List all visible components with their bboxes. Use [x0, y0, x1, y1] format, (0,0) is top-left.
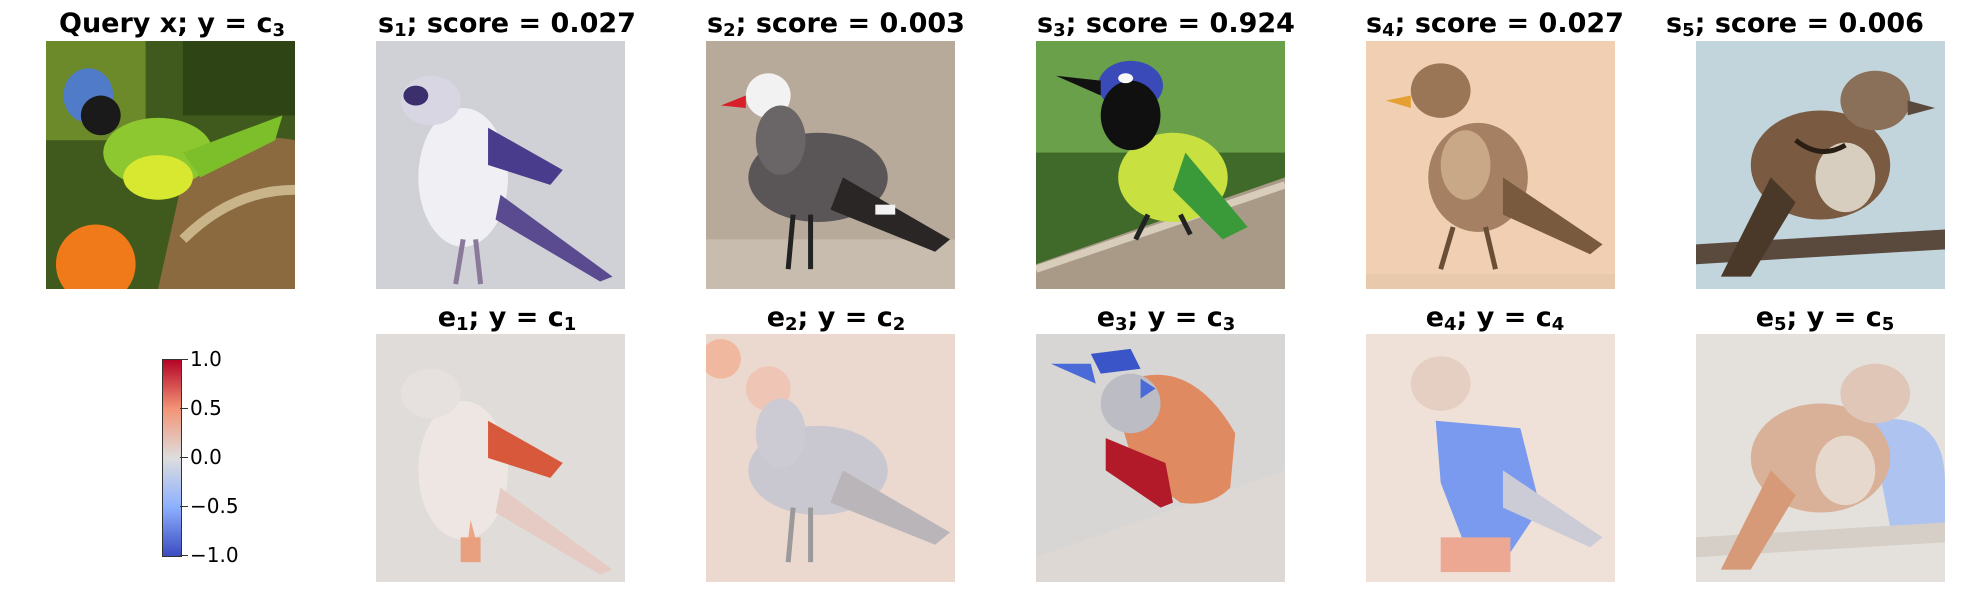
- colorbar-tick-label: 0.5: [190, 396, 222, 420]
- explanation-title-5: e5; y = c5: [1755, 302, 1895, 335]
- colorbar-tick-label: −1.0: [190, 543, 239, 567]
- sample-image-1: [376, 41, 625, 289]
- sample-image-4: [1366, 41, 1615, 289]
- sample-title-5: s5; score = 0.006: [1666, 8, 1924, 41]
- explanation-image-1: [376, 334, 625, 582]
- colorbar-tick: [180, 506, 188, 507]
- query-title-text: Query x; y: [59, 8, 216, 39]
- colorbar-tick: [180, 408, 188, 409]
- sample-title-1: s1; score = 0.027: [378, 8, 636, 41]
- colorbar-tick: [180, 457, 188, 458]
- colorbar-tick-label: −0.5: [190, 494, 239, 518]
- explanation-image-5: [1696, 334, 1945, 582]
- explanation-title-2: e2; y = c2: [766, 302, 906, 335]
- explanation-image-3: [1036, 334, 1285, 582]
- colorbar-tick-label: 1.0: [190, 347, 222, 371]
- sample-title-3: s3; score = 0.924: [1037, 8, 1295, 41]
- colorbar: [162, 359, 182, 557]
- explanation-title-1: e1; y = c1: [437, 302, 577, 335]
- explanation-image-4: [1366, 334, 1615, 582]
- query-title: Query x; y = c3: [59, 8, 285, 41]
- sample-image-5: [1696, 41, 1945, 289]
- colorbar-tick: [180, 555, 188, 556]
- sample-title-4: s4; score = 0.027: [1366, 8, 1624, 41]
- sample-title-2: s2; score = 0.003: [707, 8, 965, 41]
- sample-image-2: [706, 41, 955, 289]
- explanation-title-3: e3; y = c3: [1096, 302, 1236, 335]
- explanation-title-4: e4; y = c4: [1425, 302, 1565, 335]
- colorbar-tick: [180, 359, 188, 360]
- colorbar-tick-label: 0.0: [190, 445, 222, 469]
- sample-image-3: [1036, 41, 1285, 289]
- explanation-image-2: [706, 334, 955, 582]
- query-image: [46, 41, 295, 289]
